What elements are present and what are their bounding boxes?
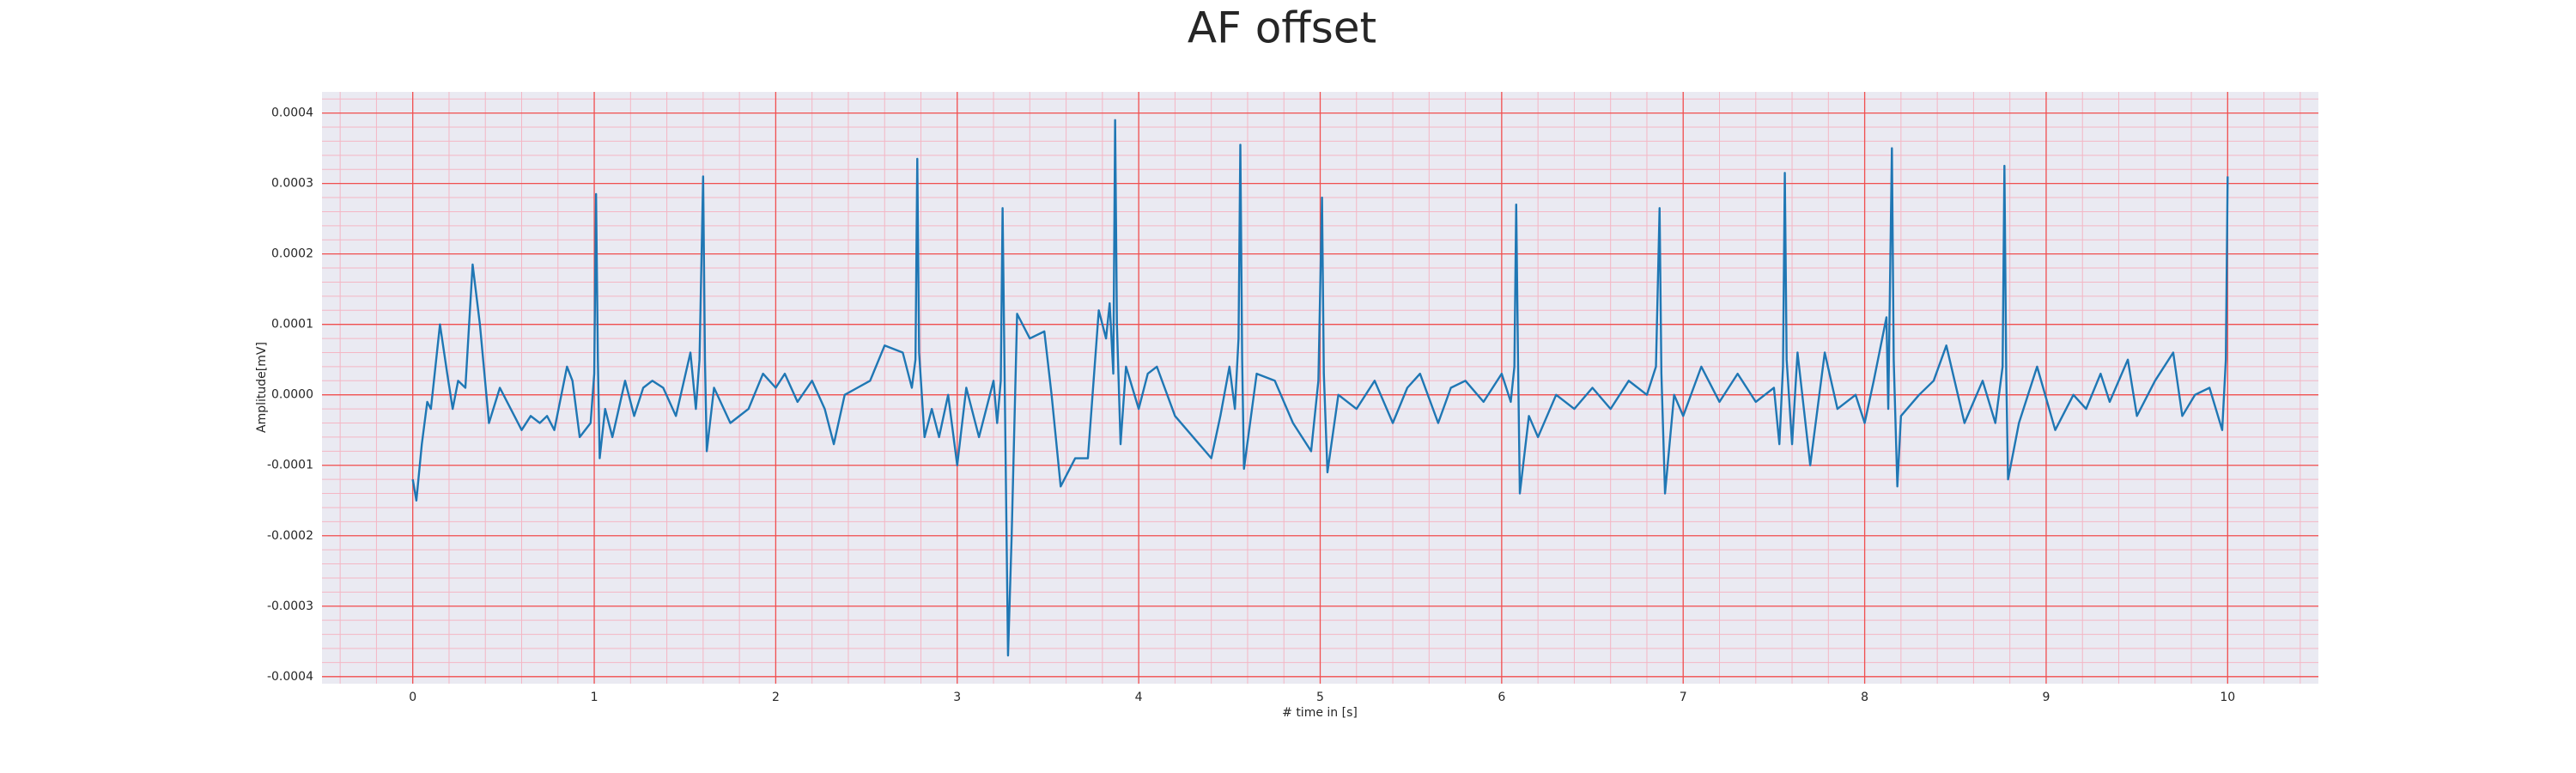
y-tick-label: -0.0001 bbox=[267, 459, 313, 472]
x-axis-label: # time in [s] bbox=[1282, 706, 1358, 720]
x-tick-label: 8 bbox=[1861, 691, 1868, 704]
chart-title: AF offset bbox=[1188, 3, 1376, 53]
y-tick-label: 0.0002 bbox=[271, 247, 313, 261]
x-tick-label: 9 bbox=[2042, 691, 2050, 704]
y-axis-label: Amplitude[mV] bbox=[255, 342, 269, 433]
y-tick-label: -0.0003 bbox=[267, 600, 313, 613]
y-tick-label: 0.0001 bbox=[271, 318, 313, 332]
data-line bbox=[411, 119, 2229, 657]
x-tick-label: 1 bbox=[591, 691, 598, 704]
plot bbox=[411, 119, 2229, 657]
x-tick-label: 7 bbox=[1680, 691, 1687, 704]
y-tick-label: 0.0000 bbox=[271, 388, 313, 402]
y-tick-label: 0.0003 bbox=[271, 177, 313, 191]
x-tick-label: 4 bbox=[1135, 691, 1143, 704]
x-tick-label: 5 bbox=[1316, 691, 1324, 704]
y-tick-label: -0.0004 bbox=[267, 670, 313, 684]
y-tick-label: 0.0004 bbox=[271, 107, 313, 120]
y-tick-label: -0.0002 bbox=[267, 529, 313, 543]
x-tick-label: 2 bbox=[772, 691, 780, 704]
x-tick-label: 3 bbox=[953, 691, 961, 704]
x-tick-label: 0 bbox=[409, 691, 416, 704]
x-tick-label: 6 bbox=[1498, 691, 1505, 704]
x-tick-label: 10 bbox=[2220, 691, 2235, 704]
